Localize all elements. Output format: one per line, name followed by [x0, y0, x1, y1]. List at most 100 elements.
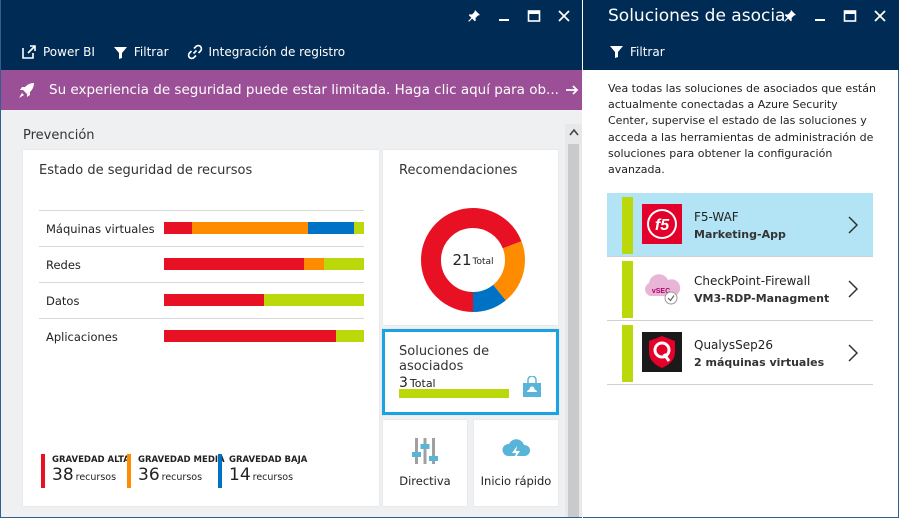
severity-unit: recursos [75, 472, 117, 483]
arrow-right-icon [565, 83, 579, 97]
resource-row-label: Datos [46, 294, 80, 308]
power-bi-label: Power BI [43, 45, 95, 59]
scroll-up-icon[interactable] [565, 124, 582, 140]
tile-title: Recomendaciones [399, 163, 518, 178]
resource-security-health-tile[interactable]: Estado de seguridad de recursos Máquinas… [23, 150, 379, 506]
severity-bar-segment [164, 294, 264, 306]
resource-row[interactable]: Aplicaciones [39, 318, 364, 354]
status-indicator [622, 325, 633, 382]
svg-text:vSEC: vSEC [652, 288, 670, 295]
donut-segment [421, 208, 525, 312]
close-icon[interactable] [865, 8, 895, 24]
resource-row-label: Máquinas virtuales [46, 222, 155, 236]
tile-title: Estado de seguridad de recursos [39, 163, 253, 178]
maximize-icon[interactable] [519, 8, 549, 24]
severity-bar-segment [324, 258, 364, 270]
rocket-icon [17, 80, 37, 100]
shopping-bag-icon [522, 375, 542, 402]
partner-health-bar [399, 389, 509, 398]
f5-logo-icon: f5 [642, 204, 682, 244]
minimize-icon[interactable] [805, 8, 835, 24]
list-item-partner-qualys[interactable]: QualysSep26 2 máquinas virtuales [607, 321, 873, 385]
vertical-scrollbar[interactable] [565, 124, 582, 517]
donut-center: 21 Total [421, 208, 525, 312]
filter-button[interactable]: Filtrar [113, 45, 169, 60]
chevron-right-icon [847, 279, 859, 303]
severity-low: GRAVEDAD BAJA 14 recursos [218, 454, 307, 488]
resource-row[interactable]: Datos [39, 282, 364, 318]
limited-experience-banner[interactable]: Su experiencia de seguridad puede estar … [1, 70, 582, 110]
partner-name: F5-WAF [694, 210, 739, 224]
section-label-prevention: Prevención [23, 128, 95, 143]
qualys-shield-icon [642, 332, 682, 372]
pin-icon[interactable] [459, 8, 489, 24]
status-indicator [622, 197, 633, 254]
checkpoint-vsec-icon: vSEC [642, 268, 682, 308]
recommendations-total-label: Total [472, 257, 494, 267]
policy-sliders-icon [383, 436, 467, 466]
severity-bar-segment [308, 222, 354, 234]
cloud-lightning-icon [474, 436, 558, 462]
quick-start-tile[interactable]: Inicio rápido [474, 420, 558, 506]
partner-detail: Marketing-App [694, 228, 786, 241]
partner-detail: 2 máquinas virtuales [694, 356, 825, 369]
recommendations-tile[interactable]: Recomendaciones 21 Total [383, 150, 558, 325]
recommendations-donut-chart [421, 208, 525, 312]
maximize-icon[interactable] [835, 8, 865, 24]
severity-count: 14 [229, 465, 251, 485]
blade-header: Power BI Filtrar Integración de registro [1, 0, 582, 70]
external-link-icon [22, 45, 36, 59]
severity-count: 38 [52, 465, 74, 485]
resource-row-label: Aplicaciones [46, 330, 118, 344]
severity-unit: recursos [252, 472, 294, 483]
power-bi-button[interactable]: Power BI [21, 44, 95, 60]
blade-header: Soluciones de asocia... Filtrar [583, 0, 899, 70]
severity-bar-segment [264, 294, 364, 306]
partner-count-value: 3 [399, 375, 408, 391]
severity-label: GRAVEDAD ALTA [52, 455, 130, 465]
severity-bar [164, 222, 364, 234]
partner-detail: VM3-RDP-Managment [694, 292, 830, 305]
filter-button[interactable]: Filtrar [609, 44, 665, 59]
severity-bar [164, 330, 364, 342]
command-bar: Power BI Filtrar Integración de registro [21, 44, 363, 60]
policy-tile[interactable]: Directiva [383, 420, 467, 506]
severity-bar-segment [164, 222, 192, 234]
pin-icon[interactable] [775, 8, 805, 24]
quick-start-label: Inicio rápido [480, 474, 552, 488]
status-indicator [622, 261, 633, 318]
minimize-icon[interactable] [489, 8, 519, 24]
severity-unit: recursos [161, 472, 203, 483]
resource-row-label: Redes [46, 258, 81, 272]
command-bar: Filtrar [609, 44, 683, 59]
resource-row[interactable]: Redes [39, 246, 364, 282]
banner-text: Su experiencia de seguridad puede estar … [49, 82, 559, 98]
blade-title: Soluciones de asocia... [608, 6, 786, 26]
svg-text:f5: f5 [655, 217, 670, 234]
window-controls [459, 8, 579, 24]
close-icon[interactable] [549, 8, 579, 24]
list-item-partner-checkpoint-firewall[interactable]: vSEC CheckPoint-Firewall VM3-RDP-Managme… [607, 257, 873, 321]
severity-label: GRAVEDAD BAJA [229, 455, 308, 465]
list-item-partner-f5-waf[interactable]: f5 F5-WAF Marketing-App [607, 193, 873, 257]
recommendations-total: 21 [452, 251, 472, 269]
partner-name: QualysSep26 [694, 338, 773, 352]
blade-description: Vea todas las soluciones de asociados qu… [608, 82, 876, 177]
tile-title: Soluciones de asociados [399, 344, 490, 374]
severity-bar [164, 258, 364, 270]
link-icon [187, 44, 202, 60]
security-center-blade: Power BI Filtrar Integración de registro… [0, 0, 582, 518]
severity-label: GRAVEDAD MEDIA [138, 455, 225, 465]
resource-row[interactable]: Máquinas virtuales [39, 210, 364, 246]
scrollbar-thumb[interactable] [568, 144, 579, 517]
severity-count: 36 [138, 465, 160, 485]
chevron-right-icon [847, 215, 859, 239]
partner-count-label: Total [409, 377, 436, 390]
log-integration-label: Integración de registro [208, 45, 346, 59]
severity-bar-segment [304, 258, 324, 270]
partner-solutions-blade: Soluciones de asocia... Filtrar Vea toda… [583, 0, 899, 518]
log-integration-button[interactable]: Integración de registro [187, 44, 346, 60]
partner-solutions-tile[interactable]: Soluciones de asociados 3 Total [382, 329, 559, 415]
severity-bar-segment [164, 330, 336, 342]
severity-bar [164, 294, 364, 306]
